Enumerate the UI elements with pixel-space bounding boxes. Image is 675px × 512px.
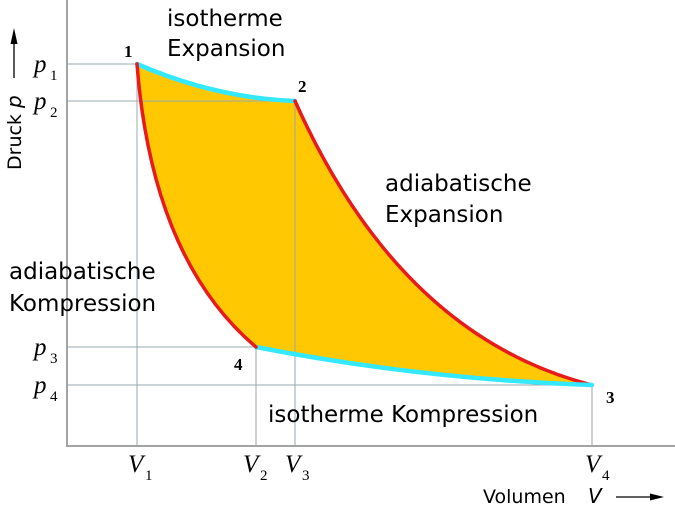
- svg-text:4: 4: [602, 468, 610, 484]
- svg-text:p: p: [32, 372, 47, 399]
- svg-text:1: 1: [145, 468, 153, 484]
- svg-text:p: p: [32, 334, 47, 361]
- x-tick-v3: V 3: [285, 451, 310, 484]
- svg-text:p: p: [32, 88, 47, 115]
- y-tick-p1: p 1: [32, 51, 58, 84]
- svg-text:V: V: [128, 451, 146, 478]
- svg-text:p: p: [32, 51, 47, 78]
- label-isotherm-expansion-line1: isotherme: [167, 6, 283, 32]
- x-tick-v4: V 4: [585, 451, 610, 484]
- x-tick-v1: V 1: [128, 451, 153, 484]
- state-point-4: 4: [234, 355, 243, 374]
- x-tick-v2: V 2: [243, 451, 268, 484]
- svg-text:p: p: [2, 95, 26, 109]
- label-adiabatic-expansion-line2: Expansion: [385, 202, 503, 228]
- isotherm-expansion-curve: [134, 61, 298, 104]
- svg-text:V: V: [588, 484, 603, 508]
- y-tick-p3: p 3: [32, 334, 58, 367]
- svg-text:3: 3: [302, 468, 310, 484]
- label-adiabatic-compression-line1: adiabatische: [9, 259, 156, 285]
- state-point-2: 2: [298, 77, 307, 96]
- svg-text:V: V: [243, 451, 261, 478]
- svg-text:Druck: Druck: [4, 114, 26, 170]
- svg-text:V: V: [585, 451, 603, 478]
- isotherm-compression-curve: [253, 344, 595, 388]
- svg-text:1: 1: [50, 68, 58, 84]
- adiabat-expansion-curve: [293, 99, 594, 387]
- state-point-1: 1: [124, 42, 133, 61]
- svg-text:V: V: [285, 451, 303, 478]
- y-tick-p4: p 4: [32, 372, 58, 405]
- label-isotherm-compression: isotherme Kompression: [268, 402, 538, 428]
- y-axis-title: Druck p: [2, 95, 26, 170]
- svg-text:3: 3: [50, 351, 58, 367]
- label-adiabatic-expansion-line1: adiabatische: [385, 171, 532, 197]
- state-point-3: 3: [606, 388, 615, 407]
- y-axis-arrow-icon: [10, 28, 18, 78]
- svg-text:Volumen: Volumen: [483, 486, 566, 508]
- label-adiabatic-compression-line2: Kompression: [9, 291, 156, 317]
- guide-lines: [67, 63, 593, 446]
- y-tick-p2: p 2: [32, 88, 58, 121]
- label-isotherm-expansion-line2: Expansion: [167, 36, 285, 62]
- svg-text:4: 4: [50, 389, 58, 405]
- adiabat-compression-curve: [135, 62, 258, 349]
- svg-text:2: 2: [260, 468, 268, 484]
- svg-text:2: 2: [50, 105, 58, 121]
- x-axis-title: Volumen V: [483, 484, 603, 508]
- x-axis-arrow-icon: [616, 493, 664, 501]
